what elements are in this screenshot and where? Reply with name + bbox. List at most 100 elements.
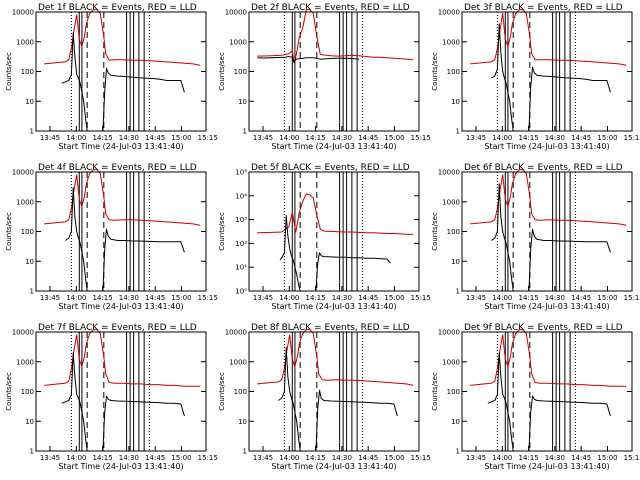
plot-frame bbox=[35, 11, 207, 132]
plot-frame bbox=[461, 11, 633, 132]
y-tick-label: 1000 bbox=[16, 358, 34, 366]
y-tick-label: 10000 bbox=[438, 169, 460, 177]
plot-frame bbox=[248, 11, 420, 132]
x-tick-label: 14:45 bbox=[358, 294, 378, 302]
x-tick-label: 14:30 bbox=[332, 454, 352, 462]
panel-det-8: Det 8f BLACK = Events, RED = LLD Counts/s… bbox=[218, 323, 431, 471]
x-tick-label: 14:30 bbox=[332, 134, 352, 142]
x-axis-label: Start Time (24-Jul-03 13:41:40) bbox=[484, 142, 609, 151]
x-tick-label: 14:00 bbox=[66, 294, 86, 302]
x-tick-label: 15:15 bbox=[411, 294, 431, 302]
y-tick-label: 100 bbox=[21, 388, 34, 396]
y-tick-label: 10⁰ bbox=[235, 288, 247, 296]
y-axis-label: Counts/sec bbox=[218, 212, 226, 251]
y-tick-label: 100 bbox=[21, 228, 34, 236]
panel-det-6: Det 6f BLACK = Events, RED = LLD Counts/s… bbox=[431, 163, 640, 311]
x-tick-label: 14:30 bbox=[119, 134, 139, 142]
x-tick-label: 14:30 bbox=[332, 294, 352, 302]
y-tick-label: 10000 bbox=[438, 9, 460, 17]
x-tick-label: 15:15 bbox=[198, 294, 218, 302]
panel-title: Det 9f BLACK = Events, RED = LLD bbox=[464, 323, 623, 333]
y-tick-label: 10⁵ bbox=[235, 169, 247, 177]
x-tick-label: 15:15 bbox=[624, 454, 640, 462]
series-line-lld bbox=[44, 329, 201, 387]
y-tick-label: 100 bbox=[234, 388, 247, 396]
x-axis-label: Start Time (24-Jul-03 13:41:40) bbox=[58, 462, 183, 471]
panel-title: Det 3f BLACK = Events, RED = LLD bbox=[464, 3, 623, 13]
panel-det-3: Det 3f BLACK = Events, RED = LLD Counts/s… bbox=[431, 3, 640, 151]
plot-frame bbox=[35, 331, 207, 452]
y-tick-label: 1000 bbox=[442, 38, 460, 46]
series-line-lld bbox=[470, 169, 627, 226]
y-axis-label: Counts/sec bbox=[5, 52, 13, 91]
series-line-events bbox=[278, 347, 398, 452]
x-tick-label: 14:00 bbox=[66, 454, 86, 462]
x-tick-label: 14:45 bbox=[145, 134, 165, 142]
series-line-events bbox=[279, 214, 391, 292]
x-tick-label: 14:00 bbox=[492, 134, 512, 142]
y-tick-label: 1000 bbox=[442, 358, 460, 366]
series-line-lld bbox=[44, 9, 201, 66]
plot-frame bbox=[248, 171, 420, 292]
x-tick-label: 13:45 bbox=[466, 134, 486, 142]
y-axis-label: Counts/sec bbox=[431, 52, 439, 91]
series-line-events bbox=[61, 352, 185, 452]
y-axis-label: Counts/sec bbox=[218, 52, 226, 91]
x-tick-label: 14:00 bbox=[279, 294, 299, 302]
y-tick-label: 100 bbox=[447, 68, 460, 76]
y-tick-label: 10 bbox=[25, 98, 34, 106]
y-tick-label: 1 bbox=[456, 128, 460, 136]
y-tick-label: 1 bbox=[243, 448, 247, 456]
y-tick-label: 100 bbox=[447, 228, 460, 236]
series-line-lld bbox=[257, 329, 414, 386]
panel-title: Det 7f BLACK = Events, RED = LLD bbox=[38, 323, 197, 333]
x-tick-label: 15:15 bbox=[411, 454, 431, 462]
x-tick-label: 14:30 bbox=[545, 294, 565, 302]
plot-frame bbox=[248, 331, 420, 452]
x-tick-label: 14:15 bbox=[93, 294, 113, 302]
series-line-lld bbox=[257, 193, 414, 235]
series-line-events bbox=[491, 23, 611, 132]
y-axis-label: Counts/sec bbox=[218, 372, 226, 411]
series-line-lld bbox=[470, 9, 627, 66]
y-tick-label: 10 bbox=[25, 258, 34, 266]
x-tick-label: 13:45 bbox=[40, 134, 60, 142]
x-tick-label: 13:45 bbox=[40, 454, 60, 462]
x-tick-label: 14:30 bbox=[119, 454, 139, 462]
x-tick-label: 15:00 bbox=[597, 134, 617, 142]
y-tick-label: 10000 bbox=[12, 169, 34, 177]
y-axis-label: Counts/sec bbox=[5, 212, 13, 251]
x-tick-label: 13:45 bbox=[40, 294, 60, 302]
y-tick-label: 1000 bbox=[229, 358, 247, 366]
y-tick-label: 100 bbox=[21, 68, 34, 76]
x-tick-label: 14:45 bbox=[571, 134, 591, 142]
x-axis-label: Start Time (24-Jul-03 13:41:40) bbox=[271, 462, 396, 471]
y-axis-label: Counts/sec bbox=[431, 212, 439, 251]
y-tick-label: 10 bbox=[451, 98, 460, 106]
x-tick-label: 14:45 bbox=[145, 454, 165, 462]
x-tick-label: 14:15 bbox=[93, 454, 113, 462]
series-line-events bbox=[487, 352, 611, 452]
y-tick-label: 100 bbox=[447, 388, 460, 396]
y-tick-label: 10000 bbox=[225, 329, 247, 337]
x-tick-label: 13:45 bbox=[466, 294, 486, 302]
x-tick-label: 13:45 bbox=[253, 294, 273, 302]
panel-title: Det 8f BLACK = Events, RED = LLD bbox=[251, 323, 410, 333]
y-axis-label: Counts/sec bbox=[5, 372, 13, 411]
series-line-lld bbox=[257, 9, 414, 63]
x-tick-label: 15:00 bbox=[171, 294, 191, 302]
y-tick-label: 1 bbox=[243, 128, 247, 136]
x-tick-label: 14:15 bbox=[93, 134, 113, 142]
y-tick-label: 1 bbox=[456, 288, 460, 296]
x-tick-label: 14:00 bbox=[279, 454, 299, 462]
x-axis-label: Start Time (24-Jul-03 13:41:40) bbox=[271, 302, 396, 311]
x-tick-label: 15:00 bbox=[384, 294, 404, 302]
y-axis-label: Counts/sec bbox=[431, 372, 439, 411]
y-tick-label: 100 bbox=[234, 68, 247, 76]
y-tick-label: 10⁴ bbox=[235, 192, 247, 200]
y-tick-label: 10000 bbox=[12, 9, 34, 17]
y-tick-label: 1000 bbox=[16, 198, 34, 206]
x-tick-label: 14:00 bbox=[492, 294, 512, 302]
y-tick-label: 1 bbox=[30, 448, 34, 456]
y-tick-label: 10000 bbox=[438, 329, 460, 337]
